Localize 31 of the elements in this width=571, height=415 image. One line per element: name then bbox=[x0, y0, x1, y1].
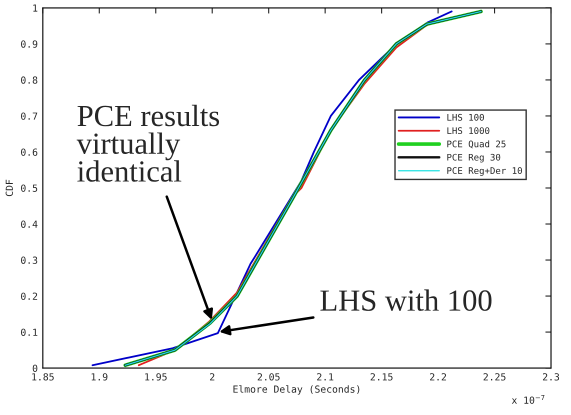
y-tick-label: 1 bbox=[33, 4, 38, 12]
legend-label: LHS 1000 bbox=[447, 127, 490, 134]
y-tick-label: 0.3 bbox=[21, 256, 38, 264]
annotation: LHS with 100 bbox=[320, 289, 492, 311]
y-tick-label: 0.8 bbox=[21, 76, 38, 84]
x-tick-label: 2.05 bbox=[258, 373, 280, 381]
legend-label: PCE Reg+Der 10 bbox=[447, 167, 522, 176]
text: x 10$^{−7}$ bbox=[512, 395, 544, 404]
y-tick-label: 0.4 bbox=[21, 220, 38, 228]
y-tick-label: 0.2 bbox=[21, 292, 38, 300]
y-tick-label: 0 bbox=[32, 364, 38, 372]
x-tick-label: 1.85 bbox=[32, 373, 54, 381]
x-tick-label: 2.15 bbox=[370, 373, 393, 381]
x-axis-title: Elmore Delay (Seconds) bbox=[233, 385, 360, 395]
x-tick-label: 2.1 bbox=[317, 373, 334, 380]
x-tick-label: 2.25 bbox=[484, 373, 506, 381]
x-tick-label: 2.2 bbox=[430, 373, 446, 380]
annotation: PCE results virtually identical bbox=[76, 104, 220, 182]
y-tick-label: 0.9 bbox=[21, 40, 38, 48]
legend-label: LHS 100 bbox=[447, 114, 484, 121]
legend-label: PCE Quad 25 bbox=[447, 140, 506, 148]
legend-label: PCE Reg 30 bbox=[447, 154, 500, 162]
x-tick-label: 2 bbox=[210, 373, 214, 380]
x-tick-label: 2.3 bbox=[542, 373, 560, 381]
y-tick-label: 0.1 bbox=[21, 328, 38, 336]
y-tick-label: 0.7 bbox=[21, 112, 38, 120]
y-tick-label: 0.6 bbox=[21, 148, 38, 156]
x-tick-label: 1.95 bbox=[145, 373, 167, 381]
x-tick-label: 1.9 bbox=[92, 373, 108, 381]
y-tick-label: 0.5 bbox=[21, 184, 38, 192]
y-axis-title: CDF bbox=[6, 180, 13, 196]
